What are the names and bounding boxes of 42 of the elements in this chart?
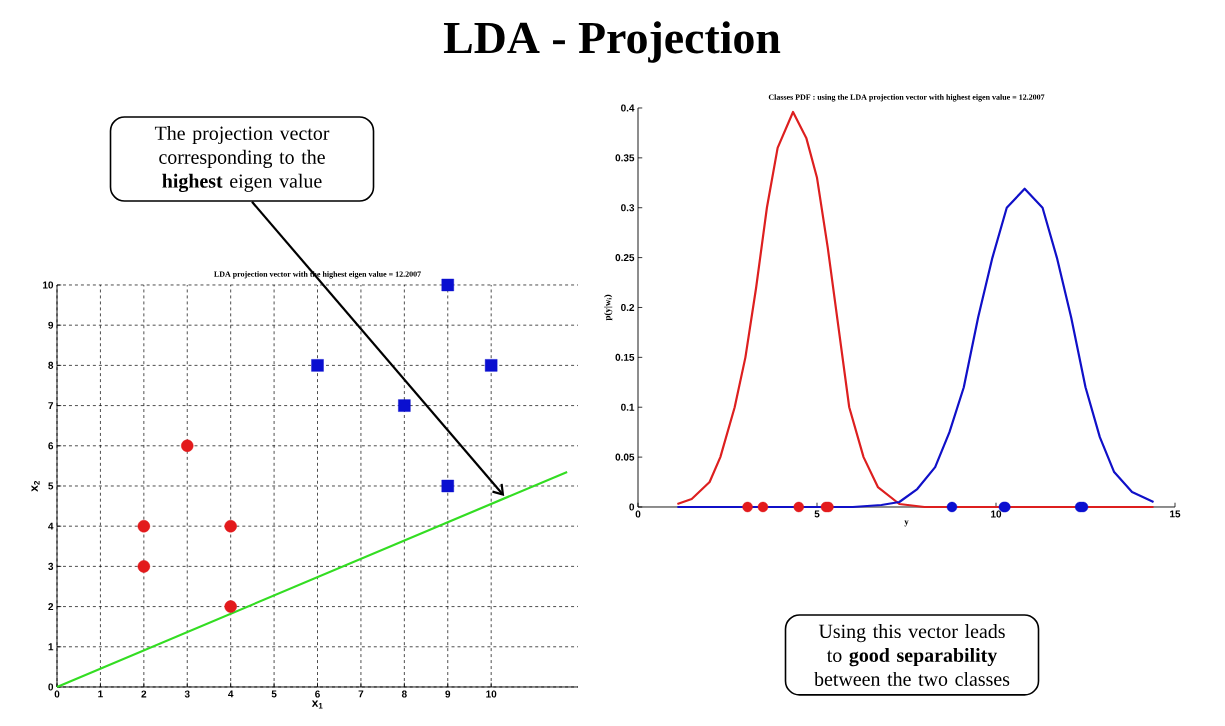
x-tick-label: 5 xyxy=(814,510,820,518)
y-tick-label: 1 xyxy=(48,643,54,651)
annotation: The projection vector corresponding to the highest eigen value xyxy=(154,125,330,192)
y-tick-label: 0 xyxy=(48,683,54,691)
x-tick-label: 2 xyxy=(141,690,147,698)
y-tick-label: 3 xyxy=(48,562,54,570)
x-tick-label: 15 xyxy=(1170,510,1181,518)
x-tick-label: 10 xyxy=(991,510,1002,518)
y-tick-label: 8 xyxy=(48,361,54,369)
x-tick-label: 7 xyxy=(358,690,364,698)
y-tick-label: 0.15 xyxy=(615,353,635,361)
y-tick-label: 9 xyxy=(48,321,54,329)
y-tick-label: 2 xyxy=(48,603,54,611)
y-tick-label: 0.35 xyxy=(615,154,635,162)
text: Using this vector leads to good separability between the two classes xyxy=(814,624,1010,686)
y-tick-label: 0.3 xyxy=(621,204,635,212)
x-tick-label: 6 xyxy=(315,690,320,698)
x-tick-label: 9 xyxy=(445,690,451,698)
x-tick-label: 5 xyxy=(271,690,277,698)
y-tick-label: 0 xyxy=(629,503,635,511)
x-tick-label: 0 xyxy=(54,690,60,698)
y-tick-label: 0.2 xyxy=(621,303,635,312)
y-tick-label: 7 xyxy=(48,402,54,410)
x-axis-title: x$_{1}$ xyxy=(311,700,323,709)
x-tick-label: 3 xyxy=(184,690,190,698)
y-axis-title: p(y|w$_{i}$) xyxy=(604,294,613,321)
y-tick-label: 0.25 xyxy=(615,254,635,262)
y-axis-title: x$_{2}$ xyxy=(31,481,40,492)
x-tick-label: 1 xyxy=(98,690,103,698)
y-tick-label: 0.05 xyxy=(615,453,635,461)
y-tick-label: 4 xyxy=(48,522,54,530)
x-axis-title: y xyxy=(904,520,909,527)
x-tick-label: 8 xyxy=(401,690,407,698)
y-tick-label: 0.1 xyxy=(621,403,635,411)
y-tick-label: 5 xyxy=(48,482,54,490)
y-tick-label: 0.4 xyxy=(621,104,635,112)
x-tick-label: 0 xyxy=(635,510,641,518)
chart-title: LDA - Projection xyxy=(443,21,781,63)
x-tick-label: 10 xyxy=(486,690,497,698)
x-tick-label: 4 xyxy=(228,690,234,698)
y-tick-label: 6 xyxy=(48,442,54,450)
y-tick-label: 10 xyxy=(43,281,54,289)
